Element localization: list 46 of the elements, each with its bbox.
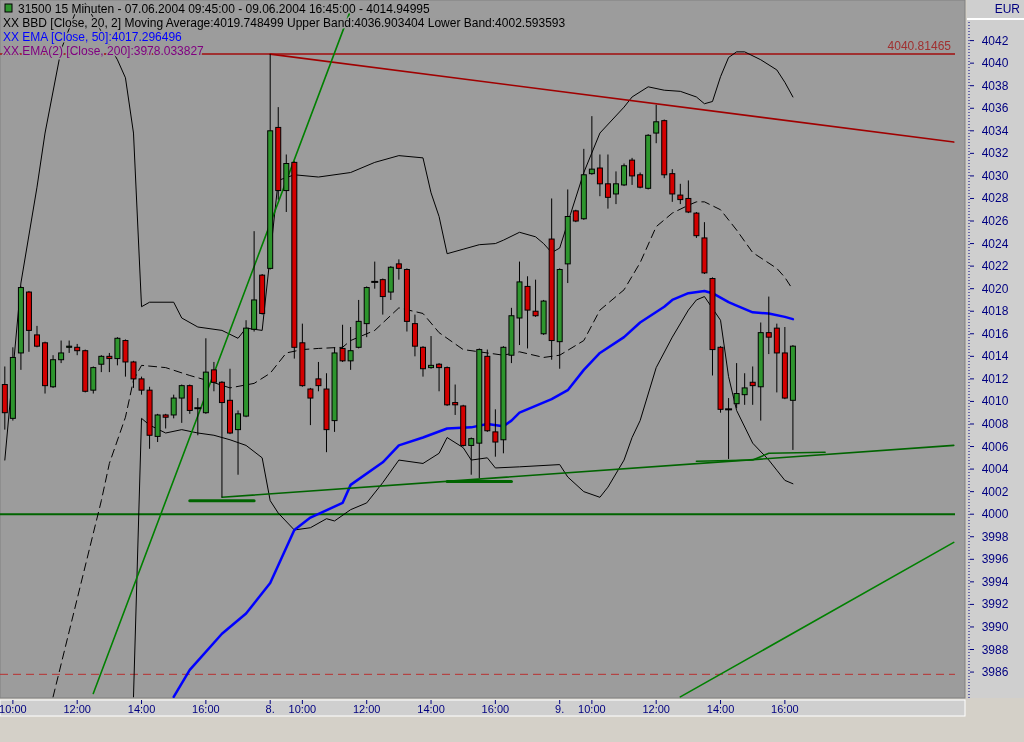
x-tick-label: 12:00 [352, 703, 381, 715]
x-tick-label: 9. [555, 703, 565, 715]
y-tick-label: 3994 [981, 574, 1009, 589]
y-tick-label: 4032 [981, 146, 1009, 161]
x-tick-label: 14:00 [417, 703, 445, 715]
y-tick-label: 3988 [981, 642, 1009, 657]
y-tick-label: 4004 [981, 462, 1009, 477]
y-tick-label: 4010 [981, 394, 1009, 409]
x-tick-label: 10:00 [578, 703, 606, 715]
y-tick-label: 3996 [981, 552, 1009, 567]
text: XX EMA [Close, 50]:4017.296496 [3, 30, 183, 44]
y-tick-label: 4022 [981, 259, 1009, 274]
x-tick-label: 12:00 [642, 703, 670, 715]
y-tick-label: 4016 [981, 326, 1009, 341]
y-tick-label: 4036 [981, 101, 1009, 116]
y-tick-label: 3986 [981, 665, 1009, 680]
y-tick-label: 4028 [981, 191, 1009, 206]
y-tick-label: 4024 [981, 236, 1009, 251]
y-tick-label: 4038 [981, 78, 1009, 93]
y-tick-label: 4002 [981, 484, 1009, 499]
y-tick-label: 4014 [981, 349, 1009, 364]
y-tick-label: 4030 [981, 168, 1009, 183]
y-tick-label: 3992 [981, 597, 1009, 612]
y-tick-label: 4006 [981, 439, 1009, 454]
x-tick-label: 8. [265, 703, 275, 715]
y-tick-label: 4012 [981, 371, 1009, 386]
x-tick-label: 10:00 [288, 703, 317, 715]
y-tick-label: 3998 [981, 529, 1009, 544]
y-tick-label: 4020 [981, 281, 1009, 296]
y-tick-label: 4040 [981, 56, 1009, 71]
x-tick-label: 16:00 [192, 703, 220, 715]
y-tick-label: 4034 [981, 123, 1009, 138]
x-tick-label: 10:00 [0, 703, 27, 715]
x-tick-label: 14:00 [127, 703, 156, 715]
ref-line-label: 4040.81465 [887, 38, 952, 53]
y-tick-label: 3990 [981, 619, 1009, 634]
y-tick-label: 4018 [981, 304, 1009, 319]
x-tick-label: 12:00 [63, 703, 91, 715]
y-tick-label: 4000 [981, 507, 1009, 522]
x-tick-label: 14:00 [706, 703, 735, 715]
y-tick-label: 4042 [981, 33, 1009, 48]
x-tick-label: 16:00 [481, 703, 510, 715]
x-tick-label: 16:00 [771, 703, 799, 715]
y-axis-title: EUR [994, 2, 1021, 16]
y-tick-label: 4026 [981, 214, 1009, 229]
y-tick-label: 4008 [981, 416, 1009, 431]
